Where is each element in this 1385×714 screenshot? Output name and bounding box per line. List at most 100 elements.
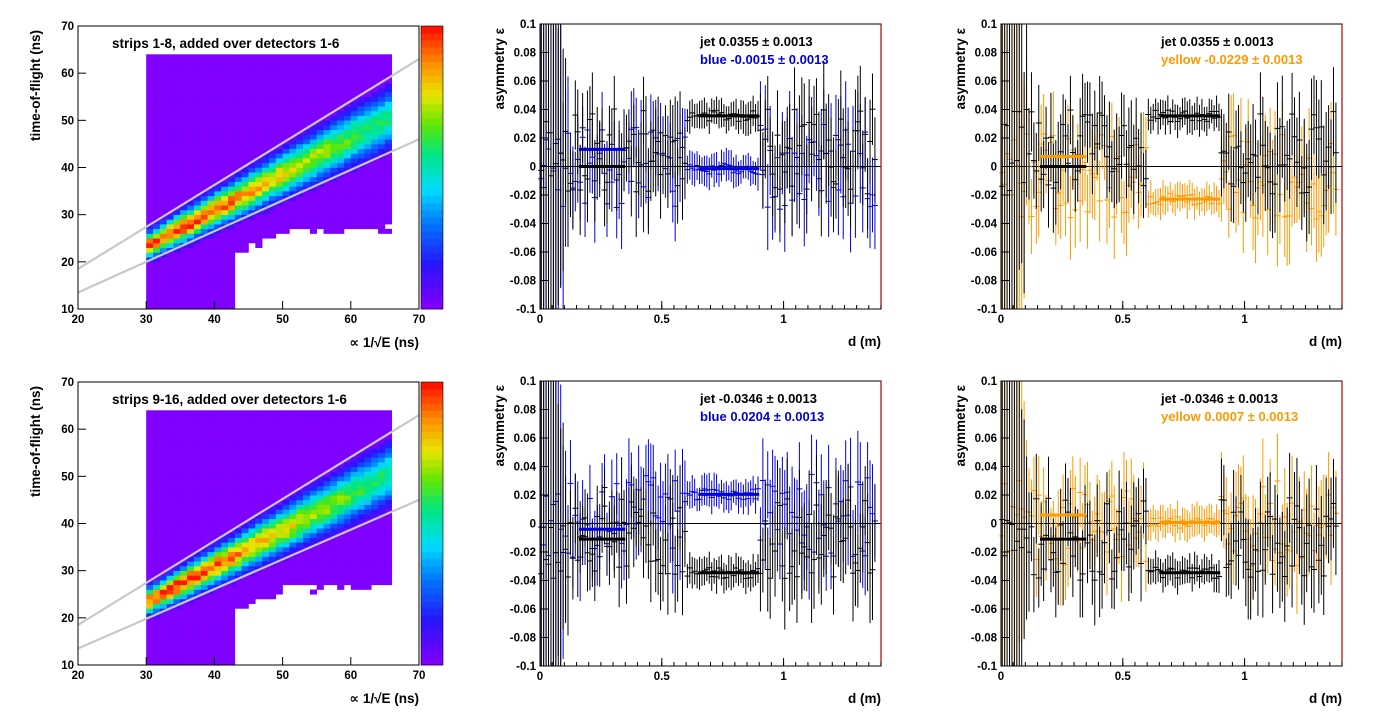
heatmap-cell [289, 139, 297, 145]
heatmap-cell [159, 514, 167, 520]
heatmap-cell [323, 547, 331, 553]
heatmap-cell [153, 266, 161, 272]
heatmap-cell [255, 584, 263, 590]
heatmap-cell [159, 490, 167, 496]
heatmap-cell [200, 125, 208, 131]
heatmap-cell [234, 589, 242, 595]
heatmap-cell [200, 547, 208, 553]
heatmap-cell [343, 443, 352, 449]
heatmap-cell [207, 646, 215, 652]
heatmap-cell [343, 82, 352, 88]
heatmap-cell [159, 280, 167, 286]
heatmap-cell [166, 471, 174, 477]
heatmap-cell [173, 191, 181, 197]
heatmap-cell [357, 457, 365, 463]
heatmap-cell [153, 429, 161, 435]
heatmap-cell [357, 537, 365, 543]
heatmap-cell [296, 200, 304, 206]
heatmap-cell [275, 424, 283, 430]
heatmap-cell [207, 580, 215, 586]
heatmap-cell [262, 176, 270, 182]
heatmap-cell [350, 518, 358, 524]
heatmap-cell [343, 129, 352, 135]
heatmap-cell [275, 162, 283, 168]
heatmap-cell [357, 134, 365, 140]
heatmap-cell [159, 238, 167, 244]
heatmap-cell [180, 153, 188, 159]
heatmap-cell [193, 660, 202, 666]
heatmap-cell [159, 181, 167, 187]
colorbar-segment [421, 209, 443, 218]
heatmap-cell [248, 77, 256, 83]
heatmap-cell [248, 523, 256, 529]
heatmap-cell [371, 191, 379, 197]
heatmap-cell [248, 209, 256, 215]
heatmap-cell [173, 452, 181, 458]
y-axis-label: time-of-flight (ns) [28, 30, 43, 141]
heatmap-cell [200, 191, 208, 197]
heatmap-cell [159, 589, 167, 595]
heatmap-cell [159, 622, 167, 628]
heatmap-cell [207, 96, 215, 102]
heatmap-cell [296, 410, 304, 416]
heatmap-cell [214, 299, 222, 305]
heatmap-cell [262, 125, 270, 131]
heatmap-cell [214, 139, 222, 145]
heatmap-cell [303, 214, 311, 220]
heatmap-cell [262, 82, 270, 88]
heatmap-cell [268, 106, 277, 112]
heatmap-cell [323, 466, 331, 472]
heatmap-cell [207, 158, 215, 164]
heatmap-cell [337, 466, 345, 472]
x-tick-label: 40 [208, 314, 221, 326]
heatmap-cell [187, 598, 195, 604]
heatmap-cell [214, 556, 222, 562]
heatmap-cell [159, 228, 167, 234]
heatmap-cell [241, 63, 249, 69]
heatmap-cell [357, 528, 365, 534]
heatmap-cell [350, 419, 358, 425]
heatmap-cell [173, 247, 181, 253]
heatmap-cell [255, 228, 263, 234]
heatmap-cell [159, 580, 167, 586]
heatmap-cell [193, 82, 202, 88]
heatmap-cell [200, 129, 208, 135]
heatmap-cell [173, 63, 181, 69]
heatmap-cell [228, 87, 236, 93]
heatmap-cell [180, 617, 188, 623]
heatmap-cell [255, 424, 263, 430]
heatmap-cell [268, 471, 277, 477]
heatmap-cell [330, 92, 338, 98]
heatmap-cell [180, 257, 188, 263]
heatmap-cell [146, 134, 154, 140]
heatmap-cell [173, 523, 181, 529]
heatmap-cell [180, 504, 188, 510]
heatmap-cell [146, 195, 154, 201]
heatmap-cell [214, 542, 222, 548]
x-axis-label: ∝ 1/√E (ns) [349, 335, 419, 350]
colorbar-segment [421, 174, 443, 183]
heatmap-cell [173, 238, 181, 244]
heatmap-cell [262, 181, 270, 187]
heatmap-cell [268, 54, 277, 60]
heatmap-cell [316, 542, 324, 548]
colorbar-segment [421, 403, 443, 411]
heatmap-cell [214, 143, 222, 149]
heatmap-cell [268, 59, 277, 65]
heatmap-cell [282, 429, 290, 435]
heatmap-cell [364, 134, 372, 140]
heatmap-cell [303, 429, 311, 435]
heatmap-cell [146, 143, 154, 149]
heatmap-cell [187, 660, 195, 666]
heatmap-cell [323, 63, 331, 69]
heatmap-cell [309, 504, 317, 510]
heatmap-cell [309, 106, 317, 112]
heatmap-cell [166, 214, 174, 220]
heatmap-cell [323, 509, 331, 515]
heatmap-cell [234, 561, 242, 567]
heatmap-cell [343, 167, 352, 173]
heatmap-cell [200, 219, 208, 225]
colorbar-segment [421, 573, 443, 581]
heatmap-cell [371, 195, 379, 201]
heatmap-cell [343, 415, 352, 421]
